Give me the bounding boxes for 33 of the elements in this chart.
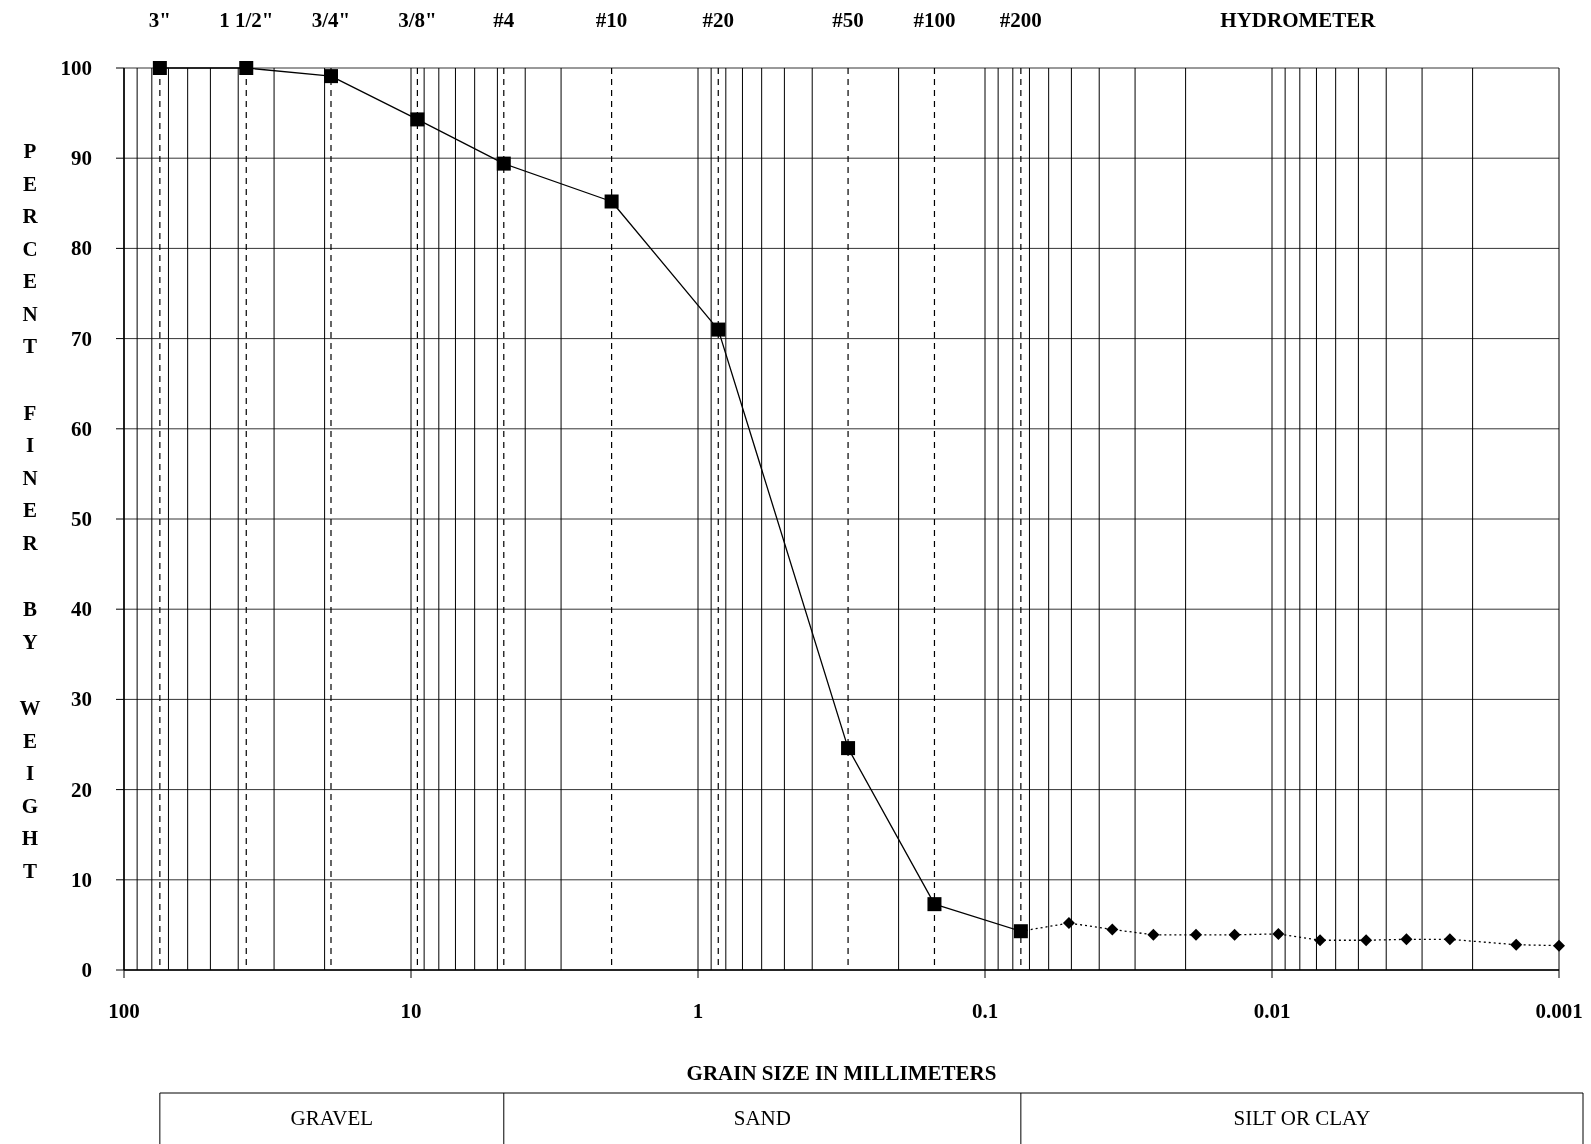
x-tick-label: 1 bbox=[692, 999, 704, 1023]
y-tick-label: 50 bbox=[71, 507, 92, 531]
text: #100 bbox=[913, 8, 956, 32]
text: PERCENT FINER BY WEIGHT bbox=[19, 139, 41, 883]
x-tick-label: 0.001 bbox=[1535, 999, 1583, 1023]
text: HYDROMETER bbox=[1220, 8, 1377, 32]
text: 3/4" bbox=[311, 8, 351, 32]
y-tick-label: 20 bbox=[71, 777, 92, 802]
x-tick-label: 0.01 bbox=[1253, 999, 1291, 1023]
text: SAND bbox=[733, 1106, 791, 1130]
text: 1 1/2" bbox=[219, 8, 274, 32]
y-tick-label: 40 bbox=[71, 597, 92, 622]
x-tick-label: 100 bbox=[108, 999, 140, 1023]
y-tick-label: 30 bbox=[71, 687, 92, 712]
text: #4 bbox=[493, 8, 515, 32]
text: SILT OR CLAY bbox=[1233, 1106, 1371, 1130]
x-tick-label: 10 bbox=[400, 999, 422, 1023]
y-tick-label: 0 bbox=[81, 958, 92, 982]
text: #200 bbox=[999, 8, 1042, 32]
y-tick-label: 60 bbox=[71, 416, 92, 441]
text: GRAVEL bbox=[290, 1106, 374, 1130]
text: #50 bbox=[832, 8, 864, 32]
x-axis-title: GRAIN SIZE IN MILLIMETERS bbox=[686, 1061, 997, 1085]
text: 3" bbox=[148, 8, 171, 32]
text: 3/8" bbox=[398, 8, 437, 32]
text: #10 bbox=[595, 8, 628, 32]
text: #20 bbox=[702, 8, 735, 32]
y-tick-label: 10 bbox=[71, 867, 92, 892]
y-tick-label: 80 bbox=[71, 236, 92, 261]
y-tick-label: 100 bbox=[60, 56, 92, 80]
y-tick-label: 70 bbox=[71, 326, 92, 351]
x-tick-label: 0.1 bbox=[971, 999, 999, 1023]
y-tick-label: 90 bbox=[71, 146, 92, 171]
